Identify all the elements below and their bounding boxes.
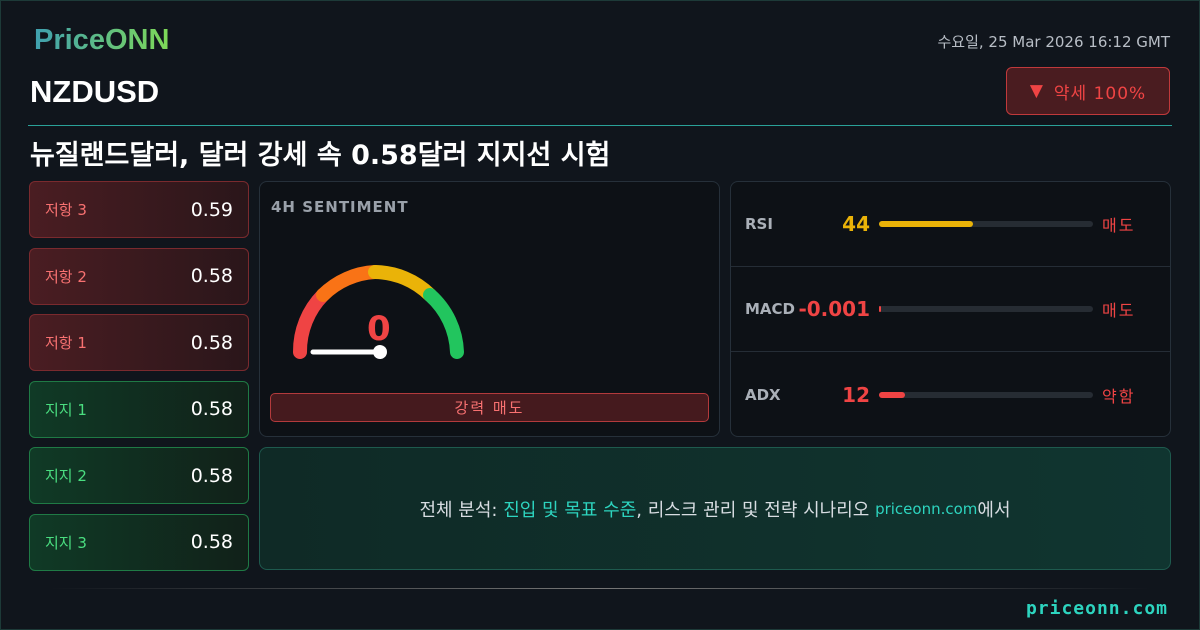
symbol: NZDUSD <box>30 74 160 109</box>
level-label: 지지 2 <box>45 467 87 485</box>
support-level: 지지 3 0.58 <box>29 513 249 571</box>
level-label: 지지 3 <box>45 533 87 552</box>
full-analysis-link[interactable]: 전체 분석: 진입 및 목표 수준, 리스크 관리 및 전략 시나리오 pric… <box>259 447 1171 570</box>
triangle-down-icon: ▼ <box>1029 81 1044 101</box>
level-value: 0.58 <box>190 531 233 553</box>
level-value: 0.58 <box>190 464 233 487</box>
indicator-bar-fill <box>879 306 882 312</box>
badge-label: 약세 100% <box>1053 83 1147 104</box>
indicator-bar <box>879 221 1093 227</box>
indicator-value: 44 <box>842 212 870 236</box>
level-value: 0.58 <box>190 265 233 287</box>
datetime: 수요일, 25 Mar 2026 16:12 GMT <box>937 33 1170 51</box>
indicator-signal: 약함 <box>1102 386 1136 406</box>
level-value: 0.59 <box>190 198 233 221</box>
indicator-bar-fill <box>879 391 905 398</box>
indicators-card: RSI 44 매도 MACD -0.001 매도 ADX 12 약함 <box>730 181 1171 437</box>
level-label: 지지 1 <box>45 400 87 419</box>
sentiment-gauge <box>292 265 464 359</box>
support-level: 지지 2 0.58 <box>29 447 249 504</box>
support-level: 지지 1 0.58 <box>29 380 249 438</box>
cta-middle: , 리스크 관리 및 전략 시나리오 <box>636 499 876 521</box>
footer-url[interactable]: priceonn.com <box>1025 598 1168 619</box>
indicator-name: MACD <box>745 300 795 318</box>
indicator-value: 12 <box>842 382 870 407</box>
footer-divider <box>50 588 1150 589</box>
resistance-level: 저항 3 0.59 <box>29 181 249 238</box>
gauge-pivot <box>373 345 387 359</box>
indicator-row-macd: MACD -0.001 매도 <box>731 267 1170 352</box>
indicator-signal: 매도 <box>1102 301 1136 320</box>
indicator-signal: 매도 <box>1102 216 1136 235</box>
headline: 뉴질랜드달러, 달러 강세 속 0.58달러 지지선 시험 <box>30 140 611 171</box>
cta-site: priceonn.com <box>875 499 978 518</box>
gauge-segment-orange <box>316 265 382 302</box>
gauge-segment-red <box>292 288 330 359</box>
sentiment-card: 4H SENTIMENT 0 강력 매도 <box>259 181 720 437</box>
cta-prefix: 전체 분석: <box>419 499 504 521</box>
sentiment-badge: ▼ 약세 100% <box>1006 67 1170 115</box>
indicator-row-rsi: RSI 44 매도 <box>731 182 1170 267</box>
divider <box>28 125 1172 126</box>
resistance-level: 저항 2 0.58 <box>29 247 249 305</box>
sentiment-label: 강력 매도 <box>270 393 709 422</box>
indicator-name: ADX <box>745 385 781 404</box>
gauge-segment-green <box>423 288 464 359</box>
cta-suffix: 에서 <box>977 499 1011 521</box>
sentiment-value: 0 <box>367 309 391 349</box>
sentiment-title: 4H SENTIMENT <box>271 198 409 216</box>
indicator-bar <box>879 391 1093 398</box>
level-label: 저항 1 <box>45 334 87 352</box>
indicator-name: RSI <box>745 215 773 233</box>
level-label: 저항 2 <box>45 267 87 286</box>
cta-highlight: 진입 및 목표 수준 <box>503 499 637 521</box>
indicator-bar <box>879 306 1093 312</box>
gauge-segment-yellow <box>368 265 437 302</box>
indicator-bar-fill <box>879 221 974 227</box>
indicator-row-adx: ADX 12 약함 <box>731 352 1170 436</box>
indicator-value: -0.001 <box>798 297 870 321</box>
level-label: 저항 3 <box>45 201 87 219</box>
level-value: 0.58 <box>190 331 233 354</box>
resistance-level: 저항 1 0.58 <box>29 314 249 371</box>
logo: PriceONN <box>34 24 170 56</box>
level-value: 0.58 <box>190 398 233 420</box>
